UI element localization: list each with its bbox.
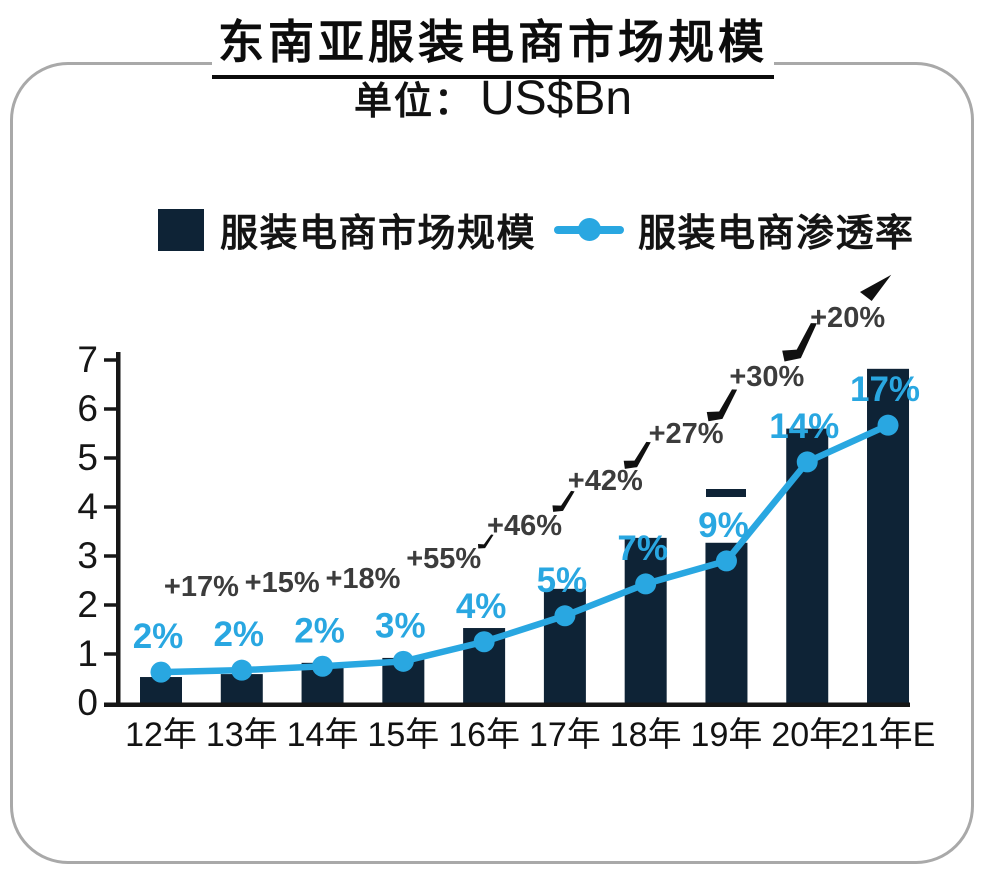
y-tick — [104, 407, 118, 411]
penetration-label: 17% — [850, 370, 920, 409]
line-point-15年 — [392, 650, 414, 672]
penetration-label: 7% — [617, 529, 668, 568]
bar-19-cap-mark — [706, 489, 746, 497]
line-point-18年 — [635, 573, 657, 595]
y-tick — [104, 456, 118, 460]
line-point-17年 — [554, 605, 576, 627]
yoy-growth-label: +15% — [245, 567, 320, 599]
unit-label: 单位： — [353, 81, 474, 123]
yoy-growth-label: +30% — [729, 361, 804, 393]
penetration-line — [157, 421, 892, 676]
yoy-growth-label: +17% — [164, 571, 239, 603]
y-tick-label: 1 — [77, 633, 98, 674]
y-tick — [104, 554, 118, 558]
yoy-growth-label: +55% — [406, 543, 481, 575]
penetration-label: 2% — [294, 611, 345, 650]
bar-series-swatch — [158, 208, 204, 251]
line-point-12年 — [150, 661, 172, 683]
yoy-growth-label: +46% — [487, 510, 562, 542]
line-series-swatch — [554, 209, 625, 251]
penetration-label: 5% — [537, 561, 588, 600]
legend-label-penetration: 服装电商渗透率 — [638, 213, 915, 255]
line-swatch-dot-icon — [577, 218, 601, 241]
x-tick-label: 21年E — [841, 716, 936, 754]
trend-arrow-dash-icon — [782, 323, 817, 362]
x-tick-label: 14年 — [287, 716, 359, 754]
bar-18年 — [624, 537, 667, 703]
legend-label-market-size: 服装电商市场规模 — [220, 213, 537, 255]
line-point-14年 — [312, 655, 334, 677]
x-tick-label: 20年 — [771, 716, 843, 754]
yoy-growth-label: +18% — [325, 563, 400, 595]
y-tick — [104, 358, 118, 362]
title-row: 东南亚服装电商市场规模 — [0, 6, 986, 79]
y-tick — [104, 505, 118, 509]
line-point-20年 — [796, 451, 818, 473]
unit-value: US$Bn — [479, 72, 633, 125]
y-tick — [104, 603, 118, 607]
trend-arrow-dash-icon — [623, 441, 651, 469]
yoy-growth-label: +27% — [649, 418, 724, 450]
y-tick-label: 0 — [77, 682, 98, 723]
chart-title: 东南亚服装电商市场规模 — [212, 6, 774, 79]
x-tick-label: 15年 — [367, 716, 439, 754]
line-point-19年 — [715, 550, 737, 572]
trend-arrow-dash-icon — [552, 490, 575, 512]
penetration-label: 14% — [769, 407, 839, 446]
y-tick-label: 6 — [77, 388, 98, 429]
y-tick-label: 5 — [77, 437, 98, 478]
trend-arrow-dash-icon — [477, 534, 494, 549]
y-tick-label: 2 — [77, 584, 98, 625]
x-tick-label: 18年 — [610, 716, 682, 754]
penetration-label: 4% — [456, 587, 507, 626]
penetration-label: 3% — [375, 606, 426, 645]
chart-unit-subtitle: 单位： US$Bn — [0, 70, 986, 126]
legend: 服装电商市场规模 服装电商渗透率 — [158, 202, 915, 257]
x-tick-label: 19年 — [691, 716, 763, 754]
legend-item-market-size: 服装电商市场规模 — [158, 202, 536, 257]
penetration-label: 2% — [213, 615, 264, 654]
penetration-label: 9% — [698, 506, 749, 545]
trend-arrow-head-icon — [859, 274, 892, 301]
y-tick-label: 3 — [77, 535, 98, 576]
yoy-growth-label: +42% — [568, 465, 643, 497]
y-axis — [116, 352, 121, 706]
line-point-16年 — [473, 631, 495, 653]
x-axis — [104, 702, 910, 707]
legend-item-penetration: 服装电商渗透率 — [536, 202, 915, 257]
penetration-label: 2% — [133, 617, 184, 656]
x-tick-label: 13年 — [206, 716, 278, 754]
x-tick-label: 17年 — [529, 716, 601, 754]
line-point-21年E — [877, 414, 899, 436]
yoy-growth-label: +20% — [810, 302, 885, 334]
trend-arrow-dash-icon — [706, 389, 738, 422]
y-tick-label: 4 — [77, 486, 98, 527]
y-tick-label: 7 — [77, 339, 98, 380]
y-tick — [104, 652, 118, 656]
line-point-13年 — [231, 659, 253, 681]
x-tick-label: 16年 — [448, 716, 520, 754]
x-tick-label: 12年 — [125, 716, 197, 754]
